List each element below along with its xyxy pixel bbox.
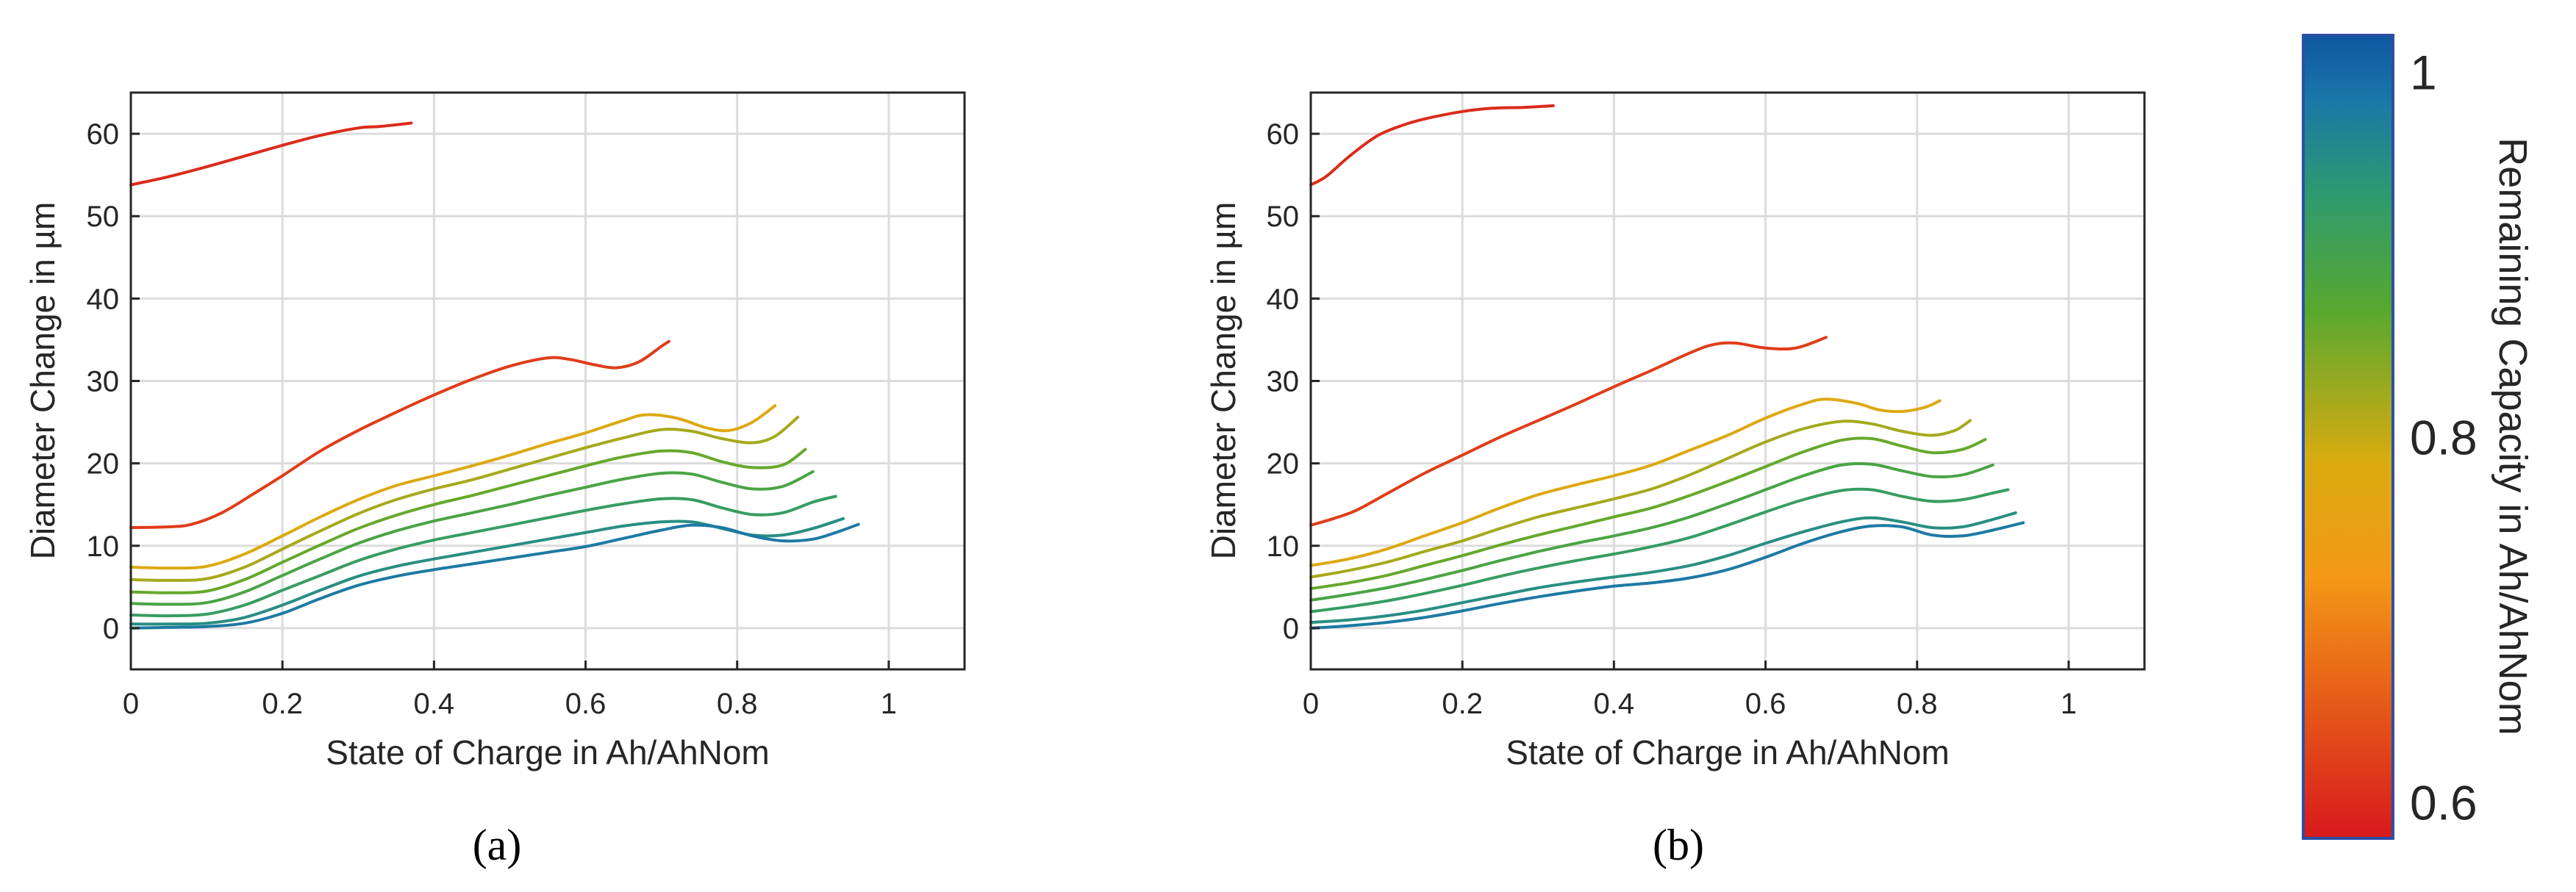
x-tick-labels: 0 0.2 0.4 0.6 0.8 1 [123,661,897,720]
y-tick-label: 40 [1267,283,1300,315]
y-tick-label: 30 [87,366,120,398]
x-tick-labels: 0 0.2 0.4 0.6 0.8 1 [1303,661,2077,720]
colorbar-gradient [2302,34,2394,840]
series-line [1309,521,2025,630]
x-tick-label: 0.6 [565,688,607,720]
colorbar: 0.6 0.8 1 Remaining Capacity in Ah/AhNom [2302,34,2535,840]
y-tick-label: 20 [1267,448,1300,481]
y-tick-label: 60 [87,118,120,151]
gridlines [1309,93,2144,669]
chart-panel-a: 0 0.2 0.4 0.6 0.8 1 0 10 20 30 40 50 60 State of Ch… [24,91,966,869]
y-tick-label: 50 [87,201,120,233]
series-line [129,447,807,594]
x-tick-label: 1 [881,688,897,720]
colorbar-label: Remaining Capacity in Ah/AhNom [2491,137,2535,735]
x-axis-label: State of Charge in Ah/AhNom [1506,733,1949,771]
series-group [1309,104,2025,630]
colorbar-tick-label: 1 [2410,46,2437,100]
y-tick-label: 0 [1283,613,1299,645]
x-tick-label: 0.4 [1594,688,1635,720]
series-line [129,494,837,618]
x-tick-label: 0.6 [1745,688,1786,720]
y-tick-label: 10 [87,530,120,563]
x-axis-label: State of Charge in Ah/AhNom [326,733,769,771]
panel-label-b: (b) [1653,821,1704,869]
series-line [129,415,800,582]
series-line [1309,104,1555,187]
series-line [129,404,777,570]
y-tick-label: 50 [1267,201,1300,233]
series-line [1309,436,1987,591]
panel-label-a: (a) [473,821,522,869]
colorbar-tick-label: 0.6 [2410,775,2477,830]
series-line [1309,336,1828,527]
x-tick-label: 0 [123,688,139,720]
series-line [129,121,413,187]
x-tick-label: 0 [1303,688,1319,720]
y-tick-label: 30 [1267,366,1300,398]
y-tick-labels: 0 10 20 30 40 50 60 [1267,118,1320,645]
colorbar-tick-labels: 0.6 0.8 1 [2410,46,2477,830]
series-line [1309,398,1942,567]
y-axis-label: Diameter Change in µm [1204,202,1242,560]
chart-panel-b: 0 0.2 0.4 0.6 0.8 1 0 10 20 30 40 50 60 State of Ch… [1204,91,2146,869]
y-tick-label: 20 [87,448,120,481]
x-tick-label: 0.2 [262,688,303,720]
x-tick-label: 0.8 [1897,688,1938,720]
series-line [1309,487,2010,614]
series-group [129,121,860,630]
series-line [129,522,860,630]
series-line [1309,511,2017,625]
y-tick-label: 10 [1267,530,1300,563]
y-tick-label: 60 [1267,118,1300,151]
y-tick-label: 0 [103,613,119,645]
x-tick-label: 0.4 [414,688,455,720]
y-tick-labels: 0 10 20 30 40 50 60 [87,118,140,645]
series-line [1309,419,1972,579]
x-tick-label: 1 [2061,688,2077,720]
series-line [129,470,815,606]
x-tick-label: 0.2 [1442,688,1483,720]
series-line [1309,461,1994,602]
x-tick-label: 0.8 [717,688,758,720]
y-axis-label: Diameter Change in µm [24,202,62,560]
series-line [129,339,670,530]
colorbar-tick-label: 0.8 [2410,411,2477,465]
gridlines [129,93,965,669]
y-tick-label: 40 [87,283,120,315]
